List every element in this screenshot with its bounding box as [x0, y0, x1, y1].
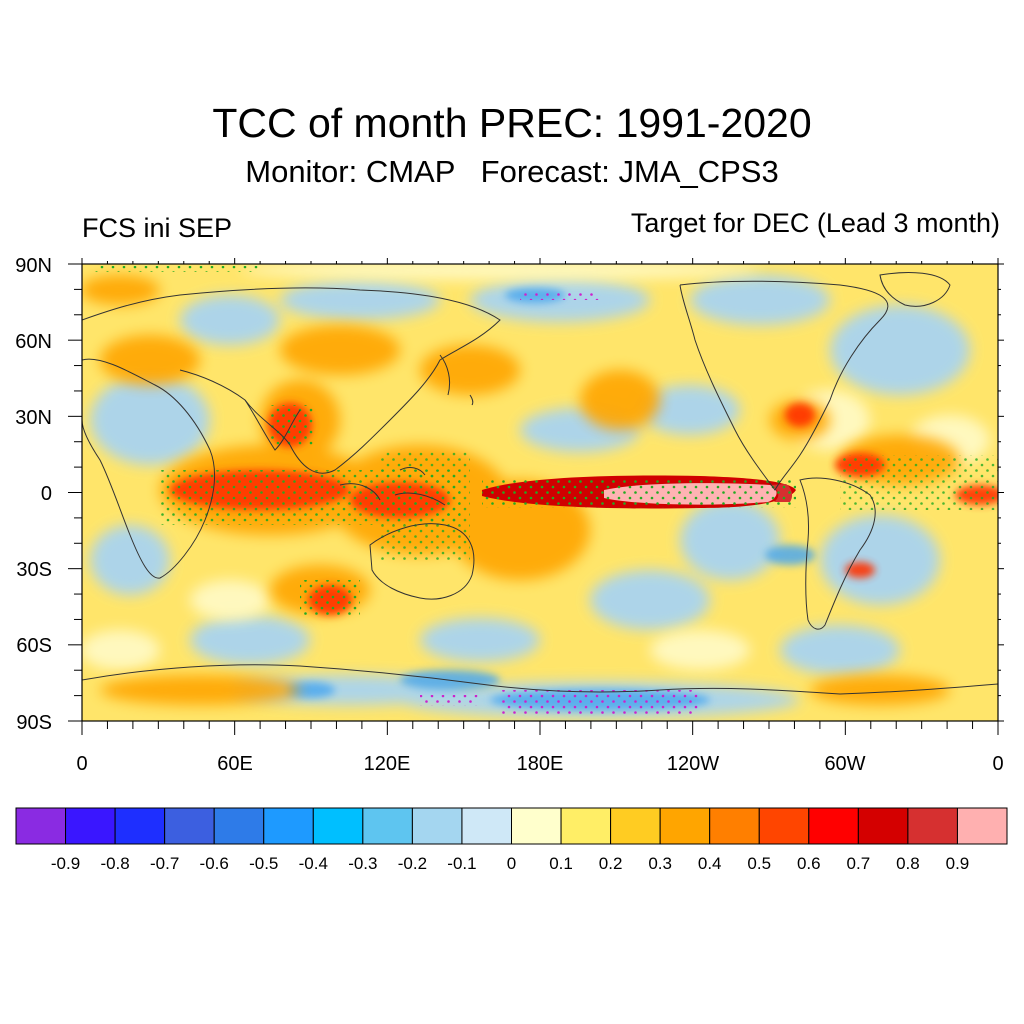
target-month-label: Target for DEC (Lead 3 month): [630, 208, 1000, 238]
colorbar-box: [15, 807, 67, 845]
colorbar-label: -0.3: [348, 854, 377, 873]
colorbar-label: -0.2: [398, 854, 427, 873]
lat-label-60n: 60N: [15, 331, 52, 353]
colorbar-label: -0.6: [200, 854, 229, 873]
colorbar-box: [511, 807, 562, 845]
lon-label-120e: 120E: [364, 753, 411, 775]
colorbar-box: [213, 807, 265, 845]
colorbar-boxes: [15, 807, 1008, 845]
chart-subtitle: Monitor: CMAP Forecast: JMA_CPS3: [245, 154, 779, 189]
correlation-map: 90N 60N 30N 0 30S 60S 90S 0 60E 120E 180…: [15, 255, 1004, 775]
colorbar-label: -0.1: [447, 854, 476, 873]
lat-label-90s: 90S: [16, 712, 52, 734]
longitude-labels: 0 60E 120E 180E 120W 60W 0: [76, 753, 1003, 775]
significance-stippling: [95, 266, 998, 716]
map-field: [82, 264, 998, 721]
colorbar-label: 0.6: [797, 854, 821, 873]
colorbar-label: 0.8: [896, 854, 920, 873]
initial-month-label: FCS ini SEP: [82, 213, 233, 243]
lon-label-60w: 60W: [824, 753, 865, 775]
axis-ticks: [68, 258, 1004, 735]
chart-title: TCC of month PREC: 1991-2020: [212, 100, 812, 146]
colorbar-label: -0.5: [249, 854, 278, 873]
colorbar-box: [857, 807, 909, 845]
colorbar-box: [164, 807, 215, 845]
colorbar-label: 0.1: [549, 854, 573, 873]
latitude-labels: 90N 60N 30N 0 30S 60S 90S: [15, 255, 52, 734]
colorbar-box: [411, 807, 463, 845]
lat-label-60s: 60S: [16, 635, 52, 657]
colorbar-box: [362, 807, 413, 845]
colorbar-box: [808, 807, 859, 845]
colorbar-label: 0.3: [648, 854, 672, 873]
colorbar-label: 0.9: [946, 854, 970, 873]
colorbar-box: [560, 807, 612, 845]
colorbar-box: [114, 807, 166, 845]
lon-label-180e: 180E: [517, 753, 564, 775]
colorbar-box: [312, 807, 364, 845]
lon-label-60e: 60E: [217, 753, 253, 775]
colorbar-box: [709, 807, 760, 845]
colorbar-label: -0.9: [51, 854, 80, 873]
colorbar-label: -0.7: [150, 854, 179, 873]
colorbar-box: [461, 807, 513, 845]
lon-label-0: 0: [76, 753, 87, 775]
colorbar-label: 0.2: [599, 854, 623, 873]
colorbar-labels: -0.9 -0.8 -0.7 -0.6 -0.5 -0.4 -0.3 -0.2 -0.1 0 0.1…: [51, 854, 969, 873]
colorbar-box: [610, 807, 661, 845]
colorbar-box: [263, 807, 314, 845]
colorbar-box: [65, 807, 116, 845]
colorbar-label: 0: [507, 854, 516, 873]
colorbar-label: 0.4: [698, 854, 722, 873]
lon-label-360: 0: [992, 753, 1003, 775]
colorbar: -0.9 -0.8 -0.7 -0.6 -0.5 -0.4 -0.3 -0.2 -0.1 0 0.1…: [15, 807, 1008, 873]
lat-label-90n: 90N: [15, 255, 52, 277]
colorbar-box: [956, 807, 1008, 845]
lat-label-eq: 0: [41, 483, 52, 505]
coastlines: [82, 271, 998, 695]
colorbar-box: [907, 807, 958, 845]
colorbar-label: 0.5: [747, 854, 771, 873]
colorbar-label: 0.7: [847, 854, 871, 873]
lat-label-30n: 30N: [15, 407, 52, 429]
lat-label-30s: 30S: [16, 559, 52, 581]
colorbar-box: [758, 807, 810, 845]
colorbar-box: [659, 807, 711, 845]
colorbar-label: -0.4: [299, 854, 328, 873]
colorbar-label: -0.8: [100, 854, 129, 873]
lon-label-120w: 120W: [667, 753, 719, 775]
